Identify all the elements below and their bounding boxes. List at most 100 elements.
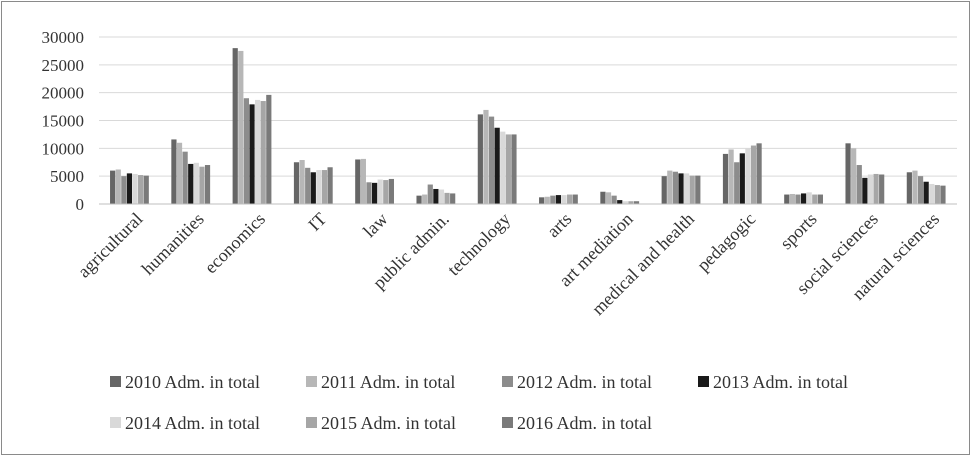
bar — [940, 185, 946, 204]
bar — [817, 194, 823, 204]
bar — [750, 145, 757, 204]
bar — [260, 101, 266, 204]
bar — [600, 191, 606, 204]
bar — [628, 201, 634, 204]
x-category-label: sports — [776, 209, 821, 254]
bar — [756, 143, 762, 204]
legend-swatch — [502, 376, 513, 387]
x-category-label: humanities — [138, 209, 208, 279]
bar — [544, 196, 550, 204]
bar — [812, 194, 818, 204]
bar — [126, 173, 133, 204]
bar — [605, 192, 612, 204]
bar — [739, 153, 745, 204]
bar — [622, 201, 628, 204]
bar — [293, 162, 300, 204]
legend-swatch — [110, 376, 121, 387]
x-category-label: law — [359, 209, 392, 242]
bar — [784, 194, 790, 204]
bar — [695, 175, 701, 204]
legend-entry: 2016 Adm. in total — [517, 413, 652, 433]
bar — [416, 195, 422, 204]
bar — [321, 170, 328, 204]
bar — [115, 169, 121, 204]
bar — [249, 104, 255, 204]
legend-swatch — [306, 376, 317, 387]
bar — [851, 148, 857, 204]
bar — [266, 94, 272, 204]
bar — [360, 158, 366, 204]
bar — [477, 114, 483, 204]
bar — [795, 194, 801, 204]
bar — [255, 99, 261, 204]
legend-swatch — [502, 417, 513, 428]
bar — [433, 188, 439, 204]
bar — [188, 163, 194, 204]
legend-swatch — [306, 417, 317, 428]
bar — [327, 167, 333, 204]
bar — [678, 173, 684, 204]
legend-entry: 2012 Adm. in total — [517, 372, 652, 392]
x-category-label: pedagogic — [693, 209, 759, 275]
y-tick-label: 30000 — [42, 28, 85, 47]
legend-entry: 2015 Adm. in total — [321, 413, 456, 433]
bar — [539, 197, 545, 204]
bar — [371, 182, 378, 204]
bars — [110, 48, 946, 204]
bar — [561, 195, 567, 204]
legend-entry: 2011 Adm. in total — [321, 372, 455, 392]
bar — [845, 143, 851, 204]
y-tick-label: 0 — [76, 195, 85, 214]
bar — [483, 109, 489, 204]
bar — [388, 178, 394, 204]
bar — [383, 180, 389, 204]
x-category-label: economics — [200, 209, 269, 278]
x-category-label: IT — [304, 209, 330, 235]
bar — [232, 48, 238, 204]
x-category-label: technology — [443, 209, 514, 280]
bar — [555, 195, 562, 204]
bar — [672, 171, 679, 204]
bar — [143, 175, 149, 204]
bar — [444, 192, 450, 204]
bar — [728, 149, 734, 204]
bar — [500, 131, 506, 204]
bar — [550, 195, 556, 204]
bar — [862, 177, 868, 204]
bar — [633, 201, 640, 204]
bar — [745, 148, 751, 204]
bar — [238, 50, 244, 204]
bar — [422, 194, 428, 204]
bar — [110, 170, 116, 204]
bar — [176, 142, 183, 204]
y-axis-ticks: 0 5000 10000 15000 20000 25000 30000 — [42, 28, 85, 214]
bar — [789, 193, 795, 204]
bar — [182, 151, 188, 204]
bar — [879, 174, 885, 204]
bar — [611, 195, 617, 204]
y-tick-label: 25000 — [42, 56, 85, 75]
bar — [873, 173, 879, 204]
bar — [494, 127, 500, 204]
legend-swatch — [110, 417, 121, 428]
y-tick-label: 5000 — [50, 167, 84, 186]
bar — [171, 139, 177, 204]
bar — [572, 194, 578, 204]
bar — [138, 175, 144, 204]
bar — [488, 116, 495, 204]
bar — [617, 200, 623, 204]
bar — [917, 176, 924, 204]
x-category-label: agricultural — [74, 209, 147, 282]
bar — [511, 134, 517, 204]
bar — [734, 162, 740, 204]
bar — [366, 182, 372, 204]
bar — [427, 184, 433, 204]
y-tick-label: 10000 — [42, 139, 85, 158]
legend: 2010 Adm. in total 2011 Adm. in total 2012… — [110, 372, 848, 433]
bar — [310, 172, 316, 204]
bar — [867, 174, 874, 204]
bar — [132, 173, 138, 204]
